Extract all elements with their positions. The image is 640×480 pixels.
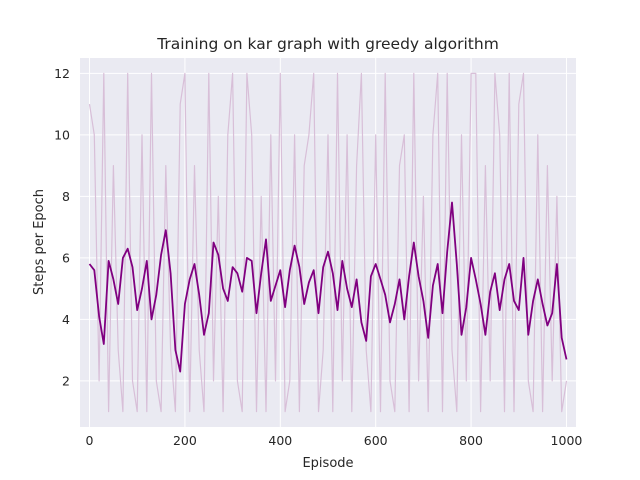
y-axis-ticks: 2 4 6 8 10 12	[54, 66, 70, 389]
y-tick-label: 10	[54, 127, 70, 142]
raw-steps-line	[88, 72, 568, 413]
x-tick-label: 0	[86, 433, 94, 448]
x-axis-ticks: 0 200 400 600 800 1000	[86, 433, 583, 448]
y-axis-label: Steps per Epoch	[32, 189, 47, 295]
smoothed-series	[88, 201, 568, 373]
x-tick-label: 400	[268, 433, 292, 448]
y-tick-label: 8	[62, 189, 70, 204]
raw-series	[88, 72, 568, 413]
y-tick-label: 4	[62, 312, 70, 327]
x-tick-label: 200	[173, 433, 197, 448]
y-tick-label: 2	[62, 373, 70, 388]
x-tick-label: 800	[459, 433, 483, 448]
y-tick-label: 6	[62, 250, 70, 265]
x-tick-label: 1000	[551, 433, 583, 448]
x-tick-label: 600	[364, 433, 388, 448]
x-axis-label: Episode	[302, 456, 353, 471]
chart-title: Training on kar graph with greedy algori…	[156, 35, 499, 53]
y-tick-label: 12	[54, 66, 70, 81]
smoothed-steps-line	[88, 201, 568, 373]
